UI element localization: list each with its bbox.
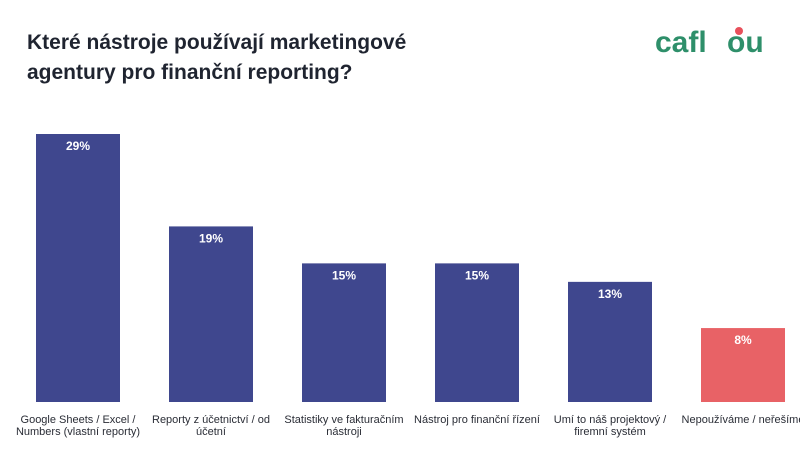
bar-2	[169, 226, 253, 402]
bar-value-label-6: 8%	[734, 333, 752, 347]
bar-value-label-3: 15%	[332, 268, 356, 282]
caflou-logo: cafl ou	[655, 26, 764, 59]
bar-value-label-4: 15%	[465, 268, 489, 282]
category-label-4: Nástroj pro finanční řízení	[414, 414, 540, 426]
bar-value-label-5: 13%	[598, 287, 622, 301]
logo-text-tail: ou	[727, 26, 764, 59]
bar-3	[302, 263, 386, 402]
logo-mark-head	[735, 27, 743, 35]
logo-text: cafl	[655, 26, 707, 59]
bar-6	[701, 328, 785, 402]
bar-4	[435, 263, 519, 402]
category-label-6: Nepoužíváme / neřešíme	[681, 414, 800, 426]
bar-value-label-1: 29%	[66, 139, 90, 153]
category-label-2: Reporty z účetnictví / od účetní	[152, 414, 270, 438]
bar-value-label-2: 19%	[199, 231, 223, 245]
category-label-1: Google Sheets / Excel / Numbers (vlastní…	[15, 414, 141, 438]
bar-5	[568, 281, 652, 402]
bar-1	[36, 134, 120, 402]
category-label-5: Umí to náš projektový / firemní systém	[553, 414, 667, 438]
chart-title: Které nástroje používají marketingové ag…	[27, 31, 407, 84]
category-label-3: Statistiky ve fakturačním nástroji	[284, 414, 404, 438]
